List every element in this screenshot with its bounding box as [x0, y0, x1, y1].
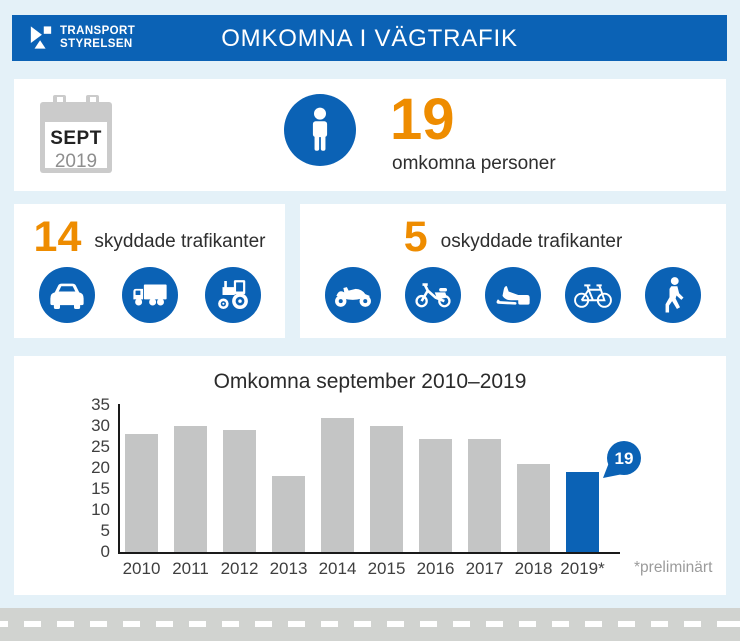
- calendar-panel: SEPT 2019: [45, 122, 107, 172]
- x-tick-label: 2015: [367, 559, 406, 578]
- pedestrian-icon: [645, 267, 701, 323]
- y-tick-label: 25: [91, 437, 110, 456]
- unprotected-card: 5 oskyddade trafikanter: [300, 204, 726, 338]
- x-tick-label: 2019*: [560, 559, 605, 578]
- truck-glyph-icon: [132, 284, 167, 306]
- calendar-body: SEPT 2019: [40, 102, 112, 173]
- page-title: OMKOMNA I VÄGTRAFIK: [221, 25, 518, 52]
- bicycle-icon: [565, 267, 621, 323]
- protected-count: 14: [33, 213, 82, 261]
- bicycle-glyph-icon: [574, 284, 612, 308]
- road-dashed-line: [0, 621, 740, 627]
- bar-2017: [468, 438, 501, 552]
- x-tick-label: 2014: [318, 559, 357, 578]
- logo-wordmark: TRANSPORT STYRELSEN: [60, 25, 135, 50]
- speech-bubble-icon: 19: [603, 441, 641, 478]
- bar-2013: [272, 476, 305, 552]
- x-tick-label: 2012: [220, 559, 259, 578]
- x-axis-line: [118, 552, 620, 554]
- person-icon: [284, 94, 356, 166]
- logo-line1: TRANSPORT: [60, 25, 136, 37]
- pedestrian-glyph-icon: [665, 277, 684, 313]
- snowmobile-glyph-icon: [496, 286, 530, 305]
- unprotected-count: 5: [403, 213, 428, 261]
- y-tick-label: 20: [91, 458, 110, 477]
- calendar-icon: SEPT 2019: [40, 95, 112, 173]
- moped-icon: [405, 267, 461, 323]
- road-graphic: [0, 608, 740, 641]
- y-tick-label: 5: [100, 521, 110, 540]
- protected-card: 14 skyddade trafikanter: [14, 204, 285, 338]
- motorcycle-glyph-icon: [335, 287, 371, 307]
- bar-2010: [125, 434, 158, 552]
- x-tick-label: 2018: [514, 559, 553, 578]
- x-tick-label: 2017: [465, 559, 504, 578]
- protected-label: skyddade trafikanter: [94, 231, 266, 252]
- calendar-year: 2019: [54, 151, 98, 172]
- car-icon: [38, 267, 95, 323]
- moped-glyph-icon: [415, 283, 451, 308]
- chart-card: Omkomna september 2010–2019 19 *prelimin…: [14, 356, 726, 595]
- bar-2015: [370, 426, 403, 552]
- header-bar: TRANSPORT STYRELSEN OMKOMNA I VÄGTRAFIK: [12, 15, 727, 61]
- unprotected-label: oskyddade trafikanter: [440, 231, 623, 252]
- y-tick-label: 35: [91, 395, 110, 414]
- y-tick-label: 15: [91, 479, 110, 498]
- x-tick-label: 2010: [122, 559, 161, 578]
- bar-2018: [517, 463, 550, 552]
- callout-value: 19: [615, 449, 634, 468]
- y-tick-label: 0: [100, 542, 110, 561]
- bar-chart-area: 19 *preliminärt 0 5 10 15 20 25 30 35 2010 2011 20…: [14, 356, 726, 595]
- chart-footnote: *preliminärt: [634, 559, 713, 576]
- calendar-month: SEPT: [50, 128, 102, 149]
- summary-card: SEPT 2019 19 omkomna personer: [14, 79, 726, 191]
- person-glyph-icon: [312, 107, 328, 151]
- bar-2019: [566, 472, 599, 552]
- tractor-icon: [204, 267, 261, 323]
- agency-logo: TRANSPORT STYRELSEN: [29, 24, 135, 51]
- snowmobile-icon: [485, 267, 541, 323]
- y-tick-label: 10: [91, 500, 110, 519]
- car-glyph-icon: [49, 283, 84, 309]
- total-deaths-number: 19: [390, 87, 455, 152]
- highlight-callout: 19: [599, 436, 647, 489]
- y-axis-line: [118, 404, 120, 554]
- chart-title: Omkomna september 2010–2019: [213, 370, 527, 393]
- x-tick-label: 2013: [269, 559, 308, 578]
- y-tick-label: 30: [91, 416, 110, 435]
- motorcycle-icon: [325, 267, 381, 323]
- logo-line2: STYRELSEN: [60, 37, 133, 50]
- tractor-glyph-icon: [217, 280, 248, 309]
- bar-2014: [321, 417, 354, 552]
- x-tick-label: 2011: [172, 559, 209, 578]
- x-tick-label: 2016: [416, 559, 455, 578]
- truck-icon: [121, 267, 178, 323]
- total-deaths-label: omkomna personer: [392, 153, 556, 174]
- transportstyrelsen-logo-icon: [30, 26, 52, 49]
- bar-2011: [174, 426, 207, 552]
- bar-2016: [419, 438, 452, 552]
- bar-2012: [223, 430, 256, 552]
